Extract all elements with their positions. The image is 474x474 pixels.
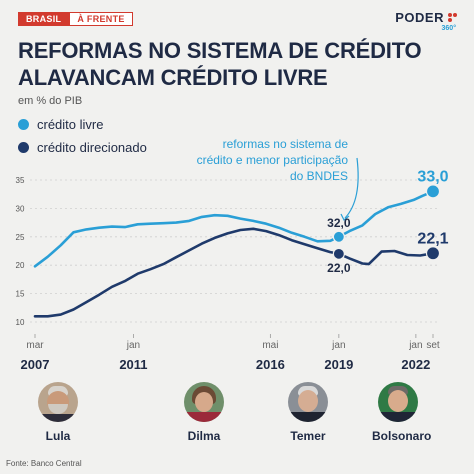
x-tick-month: jan — [408, 340, 422, 351]
section-tags: BRASIL À FRENTE — [18, 12, 133, 26]
x-tick-year: 2019 — [324, 357, 353, 372]
data-label: 32,0 — [327, 216, 351, 230]
annotation-line: do BNDES — [290, 169, 348, 183]
y-tick-label: 35 — [16, 176, 25, 185]
annotation-group: reformas no sistema de crédito e menor pa… — [197, 137, 359, 221]
temer-portrait-icon — [288, 382, 328, 422]
series-line-direcionado — [33, 227, 435, 318]
x-tick-month: jan — [331, 340, 345, 351]
logo-sub-text: 360° — [441, 25, 456, 32]
president-name-dilma: Dilma — [187, 429, 221, 443]
bolsonaro-portrait-icon — [378, 382, 418, 422]
legend: crédito livre crédito direcionado — [18, 113, 147, 159]
section-tag-frente[interactable]: À FRENTE — [69, 12, 133, 26]
chart-title: REFORMAS NO SISTEMA DE CRÉDITO ALAVANCAM… — [18, 38, 422, 90]
president-name-temer: Temer — [290, 429, 326, 443]
source-note: Fonte: Banco Central — [6, 459, 82, 468]
x-tick-month: mar — [26, 340, 44, 351]
x-axis: mar 2007 jan 2011 mai 2016 jan 2019 jan 2022 set — [21, 334, 440, 372]
chart-area: 10 15 20 25 30 35 mar 2007 jan 2011 mai 2016 jan 201… — [0, 130, 474, 380]
chart-subtitle: em % do PIB — [18, 95, 83, 107]
series-lines — [33, 190, 435, 318]
x-tick-month: jan — [126, 340, 140, 351]
data-point-marker — [332, 230, 345, 243]
president-temer: Temer — [282, 382, 334, 443]
line-chart: 10 15 20 25 30 35 mar 2007 jan 2011 mai 2016 jan 201… — [16, 137, 449, 372]
president-lula: Lula — [32, 382, 84, 443]
x-tick-year: 2016 — [256, 357, 285, 372]
x-tick-month: mai — [262, 340, 278, 351]
annotation-line: crédito e menor participação — [197, 153, 349, 167]
y-tick-label: 25 — [16, 233, 25, 242]
data-labels: 32,0 33,0 22,0 22,1 — [327, 168, 449, 274]
logo-text: PODER — [395, 10, 444, 25]
data-label: 33,0 — [417, 168, 448, 185]
legend-dot-livre — [18, 119, 29, 130]
dilma-portrait-icon — [184, 382, 224, 422]
grid-lines — [30, 179, 440, 323]
data-point-marker — [332, 247, 345, 260]
x-tick-year: 2022 — [401, 357, 430, 372]
x-tick-year: 2007 — [21, 357, 50, 372]
y-tick-label: 20 — [16, 261, 25, 270]
x-tick-year: 2011 — [119, 357, 147, 372]
annotation-line: reformas no sistema de — [223, 137, 349, 151]
annotation-arrow-icon — [344, 157, 359, 219]
lula-portrait-icon — [38, 382, 78, 422]
legend-item-direcionado: crédito direcionado — [18, 136, 147, 159]
data-point-marker — [425, 246, 441, 261]
annotation-arrowhead-icon — [340, 213, 350, 221]
logo-dots-icon — [448, 12, 458, 23]
y-tick-label: 15 — [16, 290, 25, 299]
x-tick-month: set — [426, 340, 440, 351]
y-tick-label: 30 — [16, 204, 25, 213]
legend-dot-direcionado — [18, 142, 29, 153]
legend-label-direcionado: crédito direcionado — [37, 140, 147, 155]
series-line-livre — [33, 190, 435, 268]
president-dilma: Dilma — [178, 382, 230, 443]
president-bolsonaro: Bolsonaro — [372, 382, 432, 443]
poder360-logo[interactable]: PODER 360° — [395, 9, 458, 32]
legend-label-livre: crédito livre — [37, 117, 104, 132]
president-name-bolsonaro: Bolsonaro — [372, 429, 432, 443]
section-tag-brasil[interactable]: BRASIL — [18, 12, 70, 26]
data-point-marker — [425, 184, 441, 199]
y-axis: 10 15 20 25 30 35 — [16, 176, 25, 327]
data-label: 22,1 — [417, 230, 448, 247]
y-tick-label: 10 — [16, 318, 25, 327]
president-name-lula: Lula — [45, 429, 71, 443]
legend-item-livre: crédito livre — [18, 113, 147, 136]
presidents-row: Lula Dilma Temer Bolsonaro — [0, 382, 474, 454]
data-label: 22,0 — [327, 261, 351, 275]
